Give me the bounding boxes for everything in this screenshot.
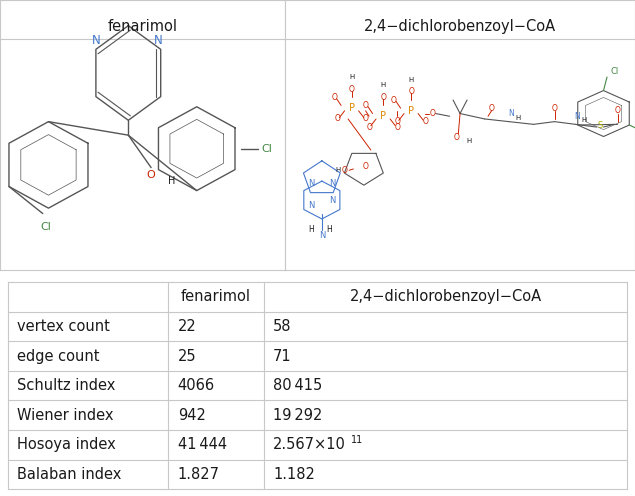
- Text: N: N: [319, 231, 325, 240]
- Text: O: O: [363, 115, 368, 124]
- Text: 942: 942: [178, 408, 206, 423]
- Text: H: H: [515, 115, 521, 121]
- Text: O: O: [363, 101, 368, 110]
- Text: O: O: [335, 115, 340, 124]
- Text: Schultz index: Schultz index: [17, 378, 116, 393]
- Text: Balaban index: Balaban index: [17, 467, 121, 482]
- Text: O: O: [366, 123, 372, 131]
- Text: H: H: [408, 77, 413, 83]
- Text: O: O: [394, 117, 400, 126]
- Text: P: P: [349, 103, 354, 113]
- Text: S: S: [598, 121, 603, 130]
- Text: 22: 22: [178, 319, 197, 334]
- Text: O: O: [488, 104, 495, 113]
- Text: Cl: Cl: [261, 144, 272, 154]
- Text: N: N: [154, 34, 162, 47]
- Text: edge count: edge count: [17, 349, 100, 364]
- Text: O: O: [422, 117, 428, 126]
- Text: N: N: [329, 180, 335, 188]
- Text: N: N: [91, 34, 100, 47]
- Text: Cl: Cl: [610, 67, 618, 76]
- Text: O: O: [342, 166, 347, 175]
- Text: H: H: [326, 225, 331, 234]
- Text: Hosoya index: Hosoya index: [17, 437, 116, 452]
- Text: H: H: [380, 82, 385, 88]
- Text: fenarimol: fenarimol: [107, 19, 178, 34]
- Text: Wiener index: Wiener index: [17, 408, 114, 423]
- Text: 2.567×10: 2.567×10: [273, 437, 346, 452]
- Text: 1.827: 1.827: [178, 467, 220, 482]
- Text: fenarimol: fenarimol: [181, 289, 251, 304]
- Text: 58: 58: [273, 319, 291, 334]
- Text: H: H: [335, 167, 340, 173]
- Text: 25: 25: [178, 349, 196, 364]
- Text: vertex count: vertex count: [17, 319, 110, 334]
- Text: O: O: [363, 162, 368, 171]
- Text: 1.182: 1.182: [273, 467, 315, 482]
- Text: H: H: [582, 117, 587, 124]
- Text: N: N: [575, 112, 580, 121]
- Text: H: H: [349, 74, 354, 80]
- Text: P: P: [380, 111, 386, 121]
- Text: N: N: [308, 201, 314, 210]
- Text: 19 292: 19 292: [273, 408, 323, 423]
- Text: O: O: [394, 123, 400, 131]
- Text: O: O: [349, 85, 354, 94]
- Text: O: O: [331, 93, 337, 102]
- Text: N: N: [308, 180, 314, 188]
- Text: H: H: [466, 137, 471, 143]
- Text: Cl: Cl: [40, 222, 51, 232]
- Text: 11: 11: [351, 434, 363, 444]
- Text: 2,4−dichlorobenzoyl−CoA: 2,4−dichlorobenzoyl−CoA: [349, 289, 542, 304]
- Text: N: N: [508, 109, 514, 118]
- Text: O: O: [453, 133, 460, 142]
- Text: 4066: 4066: [178, 378, 215, 393]
- Text: H: H: [168, 176, 176, 186]
- Text: O: O: [429, 109, 435, 118]
- Text: O: O: [615, 106, 620, 116]
- Text: O: O: [408, 87, 414, 96]
- Text: 2,4−dichlorobenzoyl−CoA: 2,4−dichlorobenzoyl−CoA: [364, 19, 556, 34]
- Text: O: O: [552, 104, 558, 113]
- Text: P: P: [408, 106, 414, 116]
- Text: O: O: [380, 93, 386, 102]
- Text: 80 415: 80 415: [273, 378, 323, 393]
- Text: O: O: [391, 96, 396, 105]
- Text: 71: 71: [273, 349, 291, 364]
- Text: N: N: [329, 195, 335, 204]
- Text: H: H: [309, 225, 314, 234]
- Text: 41 444: 41 444: [178, 437, 227, 452]
- Text: O: O: [147, 170, 156, 181]
